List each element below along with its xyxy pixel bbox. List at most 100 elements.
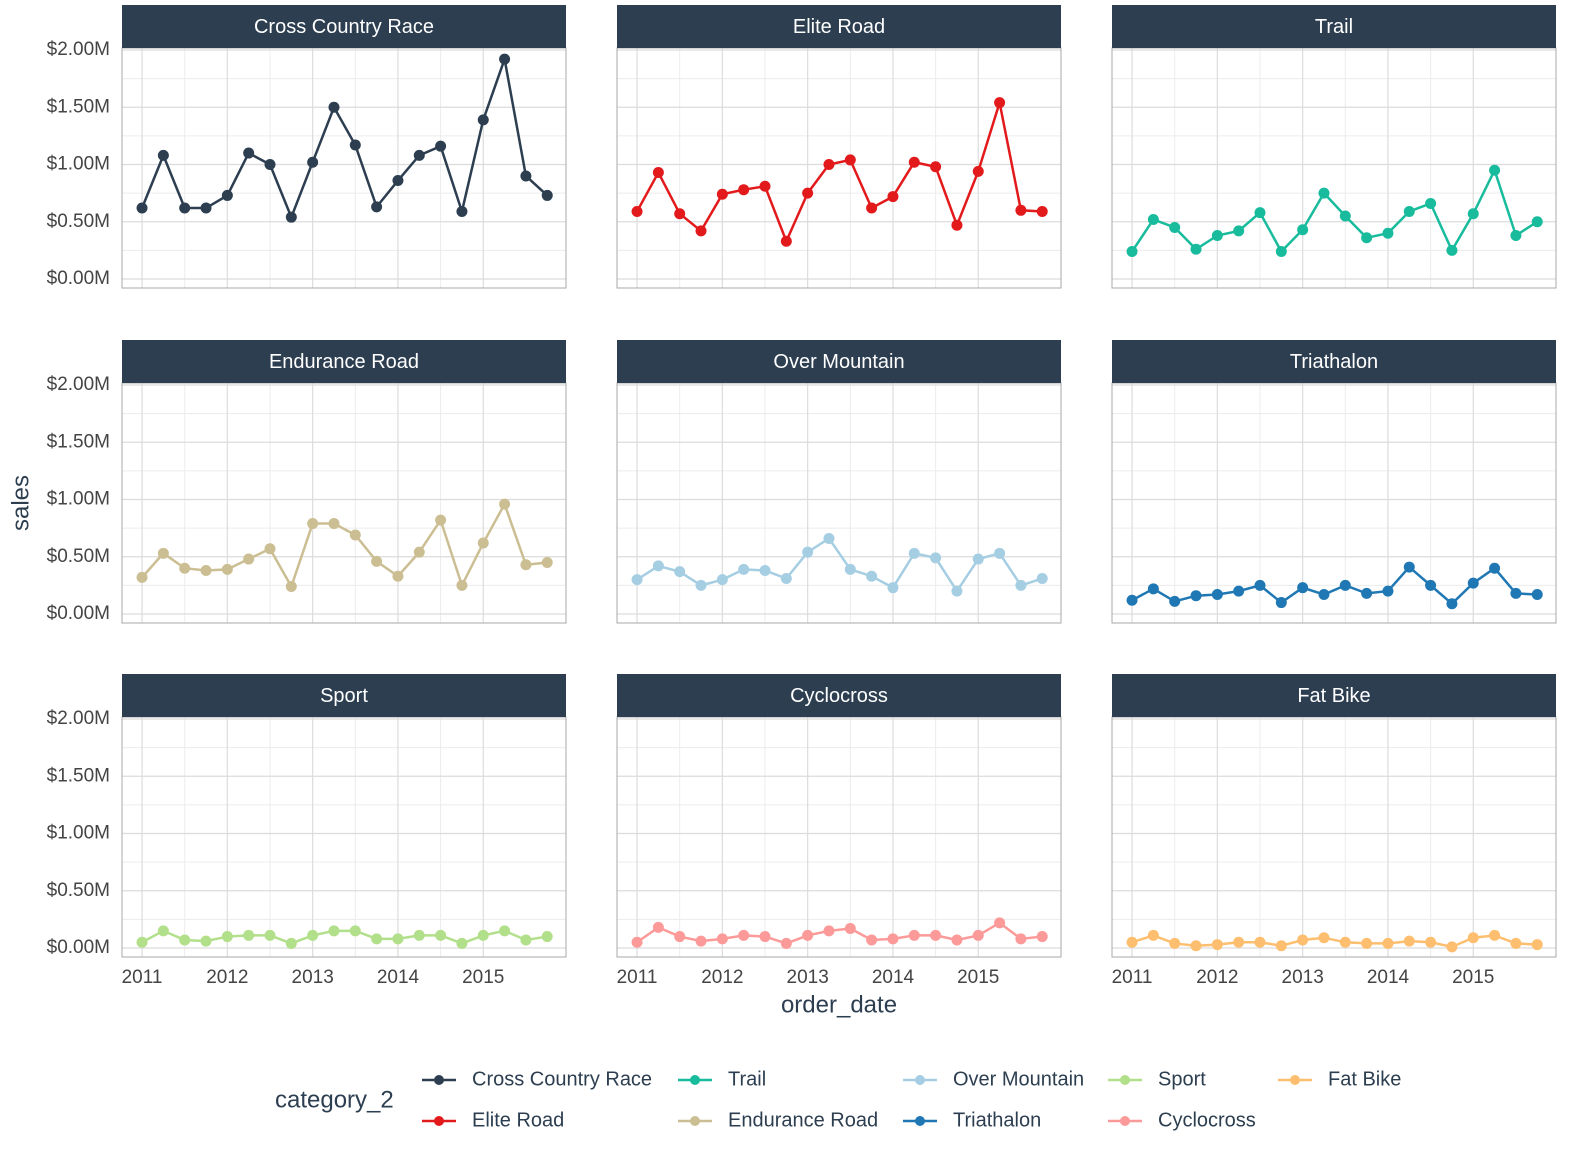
- data-point: [328, 518, 340, 530]
- data-point: [738, 184, 750, 196]
- data-point: [1510, 587, 1522, 599]
- y-tick-label: $1.50M: [47, 765, 110, 786]
- x-tick-label: 2014: [872, 967, 915, 988]
- data-point: [1318, 932, 1330, 944]
- data-point: [264, 543, 276, 555]
- data-point: [1211, 589, 1223, 601]
- data-point: [1211, 230, 1223, 241]
- data-point: [1339, 579, 1351, 591]
- data-point: [844, 923, 856, 935]
- data-point: [307, 518, 319, 530]
- panel-background: [1112, 48, 1556, 288]
- legend-swatch-point: [1290, 1075, 1300, 1085]
- data-point: [1254, 936, 1266, 948]
- data-point: [1036, 931, 1048, 943]
- data-point: [652, 921, 664, 933]
- data-point: [1467, 932, 1479, 944]
- data-point: [1489, 929, 1501, 941]
- strip: [1112, 340, 1556, 383]
- data-point: [802, 929, 814, 941]
- legend-swatch-point: [434, 1116, 444, 1126]
- data-point: [631, 936, 643, 948]
- data-point: [371, 555, 383, 567]
- data-point: [456, 937, 468, 949]
- legend-label: Endurance Road: [728, 1109, 878, 1131]
- data-point: [1446, 941, 1458, 953]
- data-point: [951, 219, 963, 231]
- panel-background: [122, 48, 566, 288]
- strip: [122, 5, 566, 48]
- strip-text: Elite Road: [793, 16, 885, 38]
- y-tick-label: $2.00M: [47, 39, 110, 60]
- data-point: [887, 191, 899, 203]
- data-point: [1233, 936, 1245, 948]
- data-point: [1339, 936, 1351, 948]
- data-point: [631, 574, 643, 586]
- x-tick-label: 2011: [122, 967, 163, 988]
- data-point: [435, 140, 447, 152]
- legend-swatch-point: [690, 1075, 700, 1085]
- data-point: [541, 931, 553, 943]
- data-point: [1036, 205, 1048, 217]
- legend-label: Trail: [728, 1068, 766, 1090]
- data-point: [1169, 937, 1181, 949]
- data-point: [930, 161, 942, 173]
- data-point: [652, 167, 664, 179]
- y-tick-label: $1.00M: [47, 823, 110, 844]
- x-tick-label: 2014: [1367, 967, 1410, 988]
- data-point: [1425, 579, 1437, 591]
- data-point: [1361, 232, 1373, 244]
- legend-label: Elite Road: [472, 1109, 564, 1131]
- legend-swatch-point: [434, 1075, 444, 1085]
- data-point: [1425, 936, 1437, 948]
- data-point: [1190, 590, 1202, 602]
- data-point: [1254, 207, 1266, 219]
- y-tick-label: $0.50M: [47, 546, 110, 567]
- data-point: [1254, 579, 1266, 591]
- data-point: [908, 547, 920, 559]
- legend-swatch-point: [915, 1075, 925, 1085]
- data-point: [1169, 595, 1181, 607]
- data-point: [1510, 230, 1522, 241]
- y-tick-label: $0.50M: [47, 880, 110, 901]
- strip: [1112, 674, 1556, 717]
- data-point: [1297, 224, 1309, 236]
- strip-text: Fat Bike: [1297, 685, 1370, 707]
- data-point: [695, 935, 707, 947]
- data-point: [541, 556, 553, 568]
- series-line: [635, 102, 1043, 245]
- data-point: [1361, 587, 1373, 599]
- strip-text: Cyclocross: [790, 685, 888, 707]
- data-point: [477, 929, 489, 941]
- data-point: [1036, 573, 1048, 585]
- legend-swatch-point: [690, 1116, 700, 1126]
- data-point: [456, 205, 468, 217]
- data-point: [1297, 582, 1309, 594]
- y-tick-label: $1.00M: [47, 489, 110, 510]
- data-point: [349, 139, 361, 151]
- x-tick-label: 2015: [957, 967, 999, 988]
- data-point: [1403, 561, 1415, 573]
- data-point: [285, 211, 297, 223]
- x-tick-label: 2012: [1196, 967, 1238, 988]
- data-point: [994, 97, 1006, 109]
- data-point: [1147, 583, 1159, 595]
- data-point: [349, 529, 361, 541]
- data-point: [844, 563, 856, 575]
- data-point: [1403, 935, 1415, 947]
- data-point: [456, 579, 468, 591]
- data-point: [392, 175, 404, 187]
- data-point: [823, 159, 835, 171]
- data-point: [780, 235, 792, 247]
- data-point: [802, 546, 814, 558]
- data-point: [780, 573, 792, 585]
- data-point: [823, 925, 835, 937]
- data-point: [716, 188, 728, 200]
- data-point: [136, 571, 148, 583]
- y-tick-label: $0.00M: [47, 937, 110, 958]
- data-point: [157, 547, 169, 559]
- data-point: [371, 933, 383, 945]
- y-tick-label: $2.00M: [47, 708, 110, 729]
- data-point: [972, 553, 984, 565]
- data-point: [802, 187, 814, 199]
